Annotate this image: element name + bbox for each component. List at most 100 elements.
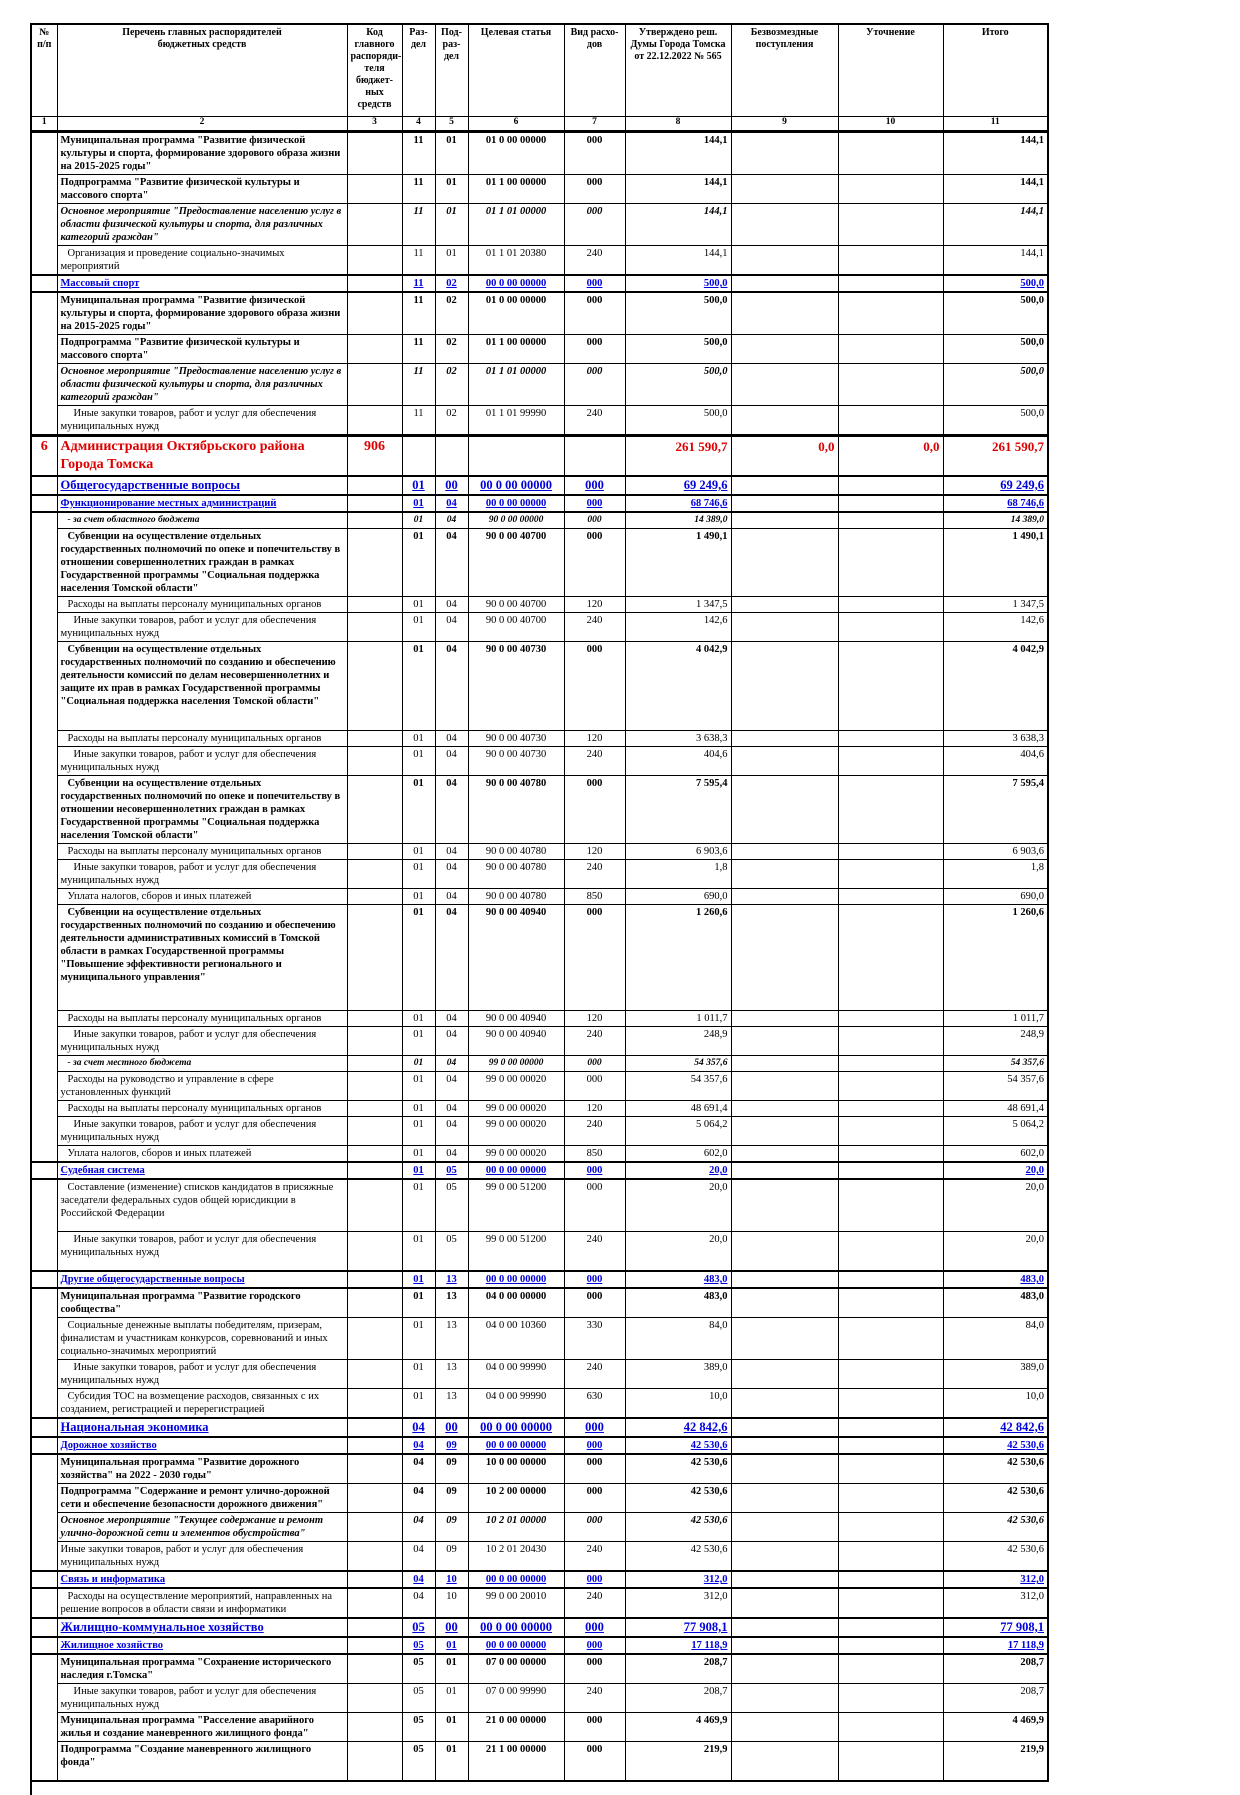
cell-num [30, 1454, 58, 1484]
cell-vr: 000 [563, 1178, 626, 1232]
cell-gratuitous [730, 1636, 839, 1655]
cell-code [346, 1483, 403, 1513]
cell-gratuitous [730, 1145, 839, 1163]
cell-adjustment [837, 1436, 944, 1455]
table-row: Иные закупки товаров, работ и услуг для … [30, 1683, 1049, 1713]
cell-num [30, 1231, 58, 1271]
cell-code [346, 1145, 403, 1163]
cell-gratuitous [730, 843, 839, 860]
cell-total: 17 118,9 [942, 1636, 1049, 1655]
cell-total: 500,0 [942, 363, 1049, 406]
cell-gratuitous [730, 1388, 839, 1419]
cell-approved: 1 347,5 [624, 596, 732, 613]
table-row: Иные закупки товаров, работ и услуг для … [30, 1359, 1049, 1389]
cell-approved: 483,0 [624, 1270, 732, 1289]
table-row: Муниципальная программа "Сохранение исто… [30, 1653, 1049, 1684]
cell-pr: 13 [434, 1317, 469, 1360]
cell-approved: 42 530,6 [624, 1483, 732, 1513]
cell-label: Иные закупки товаров, работ и услуг для … [56, 612, 348, 642]
cell-rz: 11 [401, 203, 436, 246]
cell-rz: 01 [401, 1071, 436, 1101]
cell-gratuitous [730, 511, 839, 529]
cell-code [346, 1317, 403, 1360]
cell-cs: 01 0 00 00000 [467, 131, 565, 175]
cell-total: 14 389,0 [942, 511, 1049, 529]
cell-total: 77 908,1 [942, 1617, 1049, 1638]
cell-adjustment [837, 1712, 944, 1742]
cell-num [30, 1683, 58, 1713]
cell-rz: 01 [401, 1270, 436, 1289]
cell-pr: 01 [434, 131, 469, 175]
cell-adjustment [837, 1317, 944, 1360]
cell-approved: 10,0 [624, 1388, 732, 1419]
cell-vr: 240 [563, 746, 626, 776]
cell-code [346, 1570, 403, 1589]
cell-pr: 10 [434, 1570, 469, 1589]
cell-code [346, 859, 403, 889]
cell-gratuitous [730, 174, 839, 204]
table-row: Иные закупки товаров, работ и услуг для … [30, 1116, 1049, 1146]
cell-vr: 000 [563, 1453, 626, 1484]
cell-approved: 20,0 [624, 1178, 732, 1232]
cell-num [30, 1483, 58, 1513]
cell-vr: 630 [563, 1388, 626, 1419]
table-row: Организация и проведение социально-значи… [30, 245, 1049, 276]
cell-vr: 120 [563, 1010, 626, 1027]
cell-code [346, 494, 403, 513]
cell-cs: 90 0 00 40780 [467, 843, 565, 860]
cell-label: Уплата налогов, сборов и иных платежей [56, 888, 348, 905]
cell-approved: 54 357,6 [624, 1055, 732, 1072]
cell-total: 4 042,9 [942, 641, 1049, 731]
cell-vr: 120 [563, 596, 626, 613]
cell-cs: 01 1 00 00000 [467, 334, 565, 364]
cell-total: 142,6 [942, 612, 1049, 642]
cell-adjustment [837, 596, 944, 613]
cell-gratuitous [730, 1587, 839, 1619]
cell-adjustment [837, 859, 944, 889]
cell-gratuitous [730, 1026, 839, 1056]
cell-vr: 240 [563, 1231, 626, 1272]
cell-pr: 13 [434, 1270, 469, 1289]
cell-approved: 69 249,6 [624, 475, 732, 496]
cell-pr: 02 [434, 274, 469, 293]
cell-label: Расходы на выплаты персоналу муниципальн… [56, 843, 348, 860]
cell-rz: 01 [401, 1055, 436, 1072]
cell-approved: 142,6 [624, 612, 732, 642]
cell-total: 144,1 [942, 174, 1049, 204]
cell-gratuitous [730, 1741, 839, 1782]
cell-adjustment [837, 511, 944, 529]
cell-pr: 04 [434, 746, 469, 776]
cell-label: Подпрограмма "Содержание и ремонт улично… [56, 1483, 348, 1513]
table-row: Муниципальная программа "Расселение авар… [30, 1712, 1049, 1742]
column-index: 10 [837, 116, 944, 133]
cell-rz: 04 [401, 1541, 436, 1572]
cell-label: Субвенции на осуществление отдельных гос… [56, 528, 348, 597]
col-header-code: Код главного распоряди- теля бюджет- ных… [346, 23, 403, 117]
cell-adjustment [837, 1178, 944, 1232]
cell-gratuitous [730, 1617, 839, 1638]
col-header-label: Перечень главных распорядителей бюджетны… [56, 23, 348, 117]
cell-code [346, 904, 403, 1011]
cell-adjustment [837, 1617, 944, 1638]
cell-gratuitous [730, 596, 839, 613]
table-row: Иные закупки товаров, работ и услуг для … [30, 746, 1049, 776]
cell-code [346, 1010, 403, 1027]
cell-num [30, 1588, 58, 1618]
cell-code [346, 1636, 403, 1655]
cell-code [346, 1231, 403, 1272]
cell-approved: 261 590,7 [624, 434, 732, 477]
cell-code [346, 274, 403, 293]
cell-label: Расходы на выплаты персоналу муниципальн… [56, 1100, 348, 1117]
cell-code [346, 730, 403, 747]
table-row: Расходы на выплаты персоналу муниципальн… [30, 1010, 1049, 1027]
cell-vr: 000 [563, 334, 626, 364]
cell-gratuitous [730, 494, 839, 513]
cell-adjustment [837, 131, 944, 175]
cell-code [346, 1026, 403, 1056]
cell-gratuitous [730, 1512, 839, 1542]
cell-total: 1 347,5 [942, 596, 1049, 613]
cell-approved: 483,0 [624, 1287, 732, 1318]
cell-vr: 240 [563, 245, 626, 276]
cell-num [30, 1654, 58, 1684]
cell-gratuitous [730, 131, 839, 175]
